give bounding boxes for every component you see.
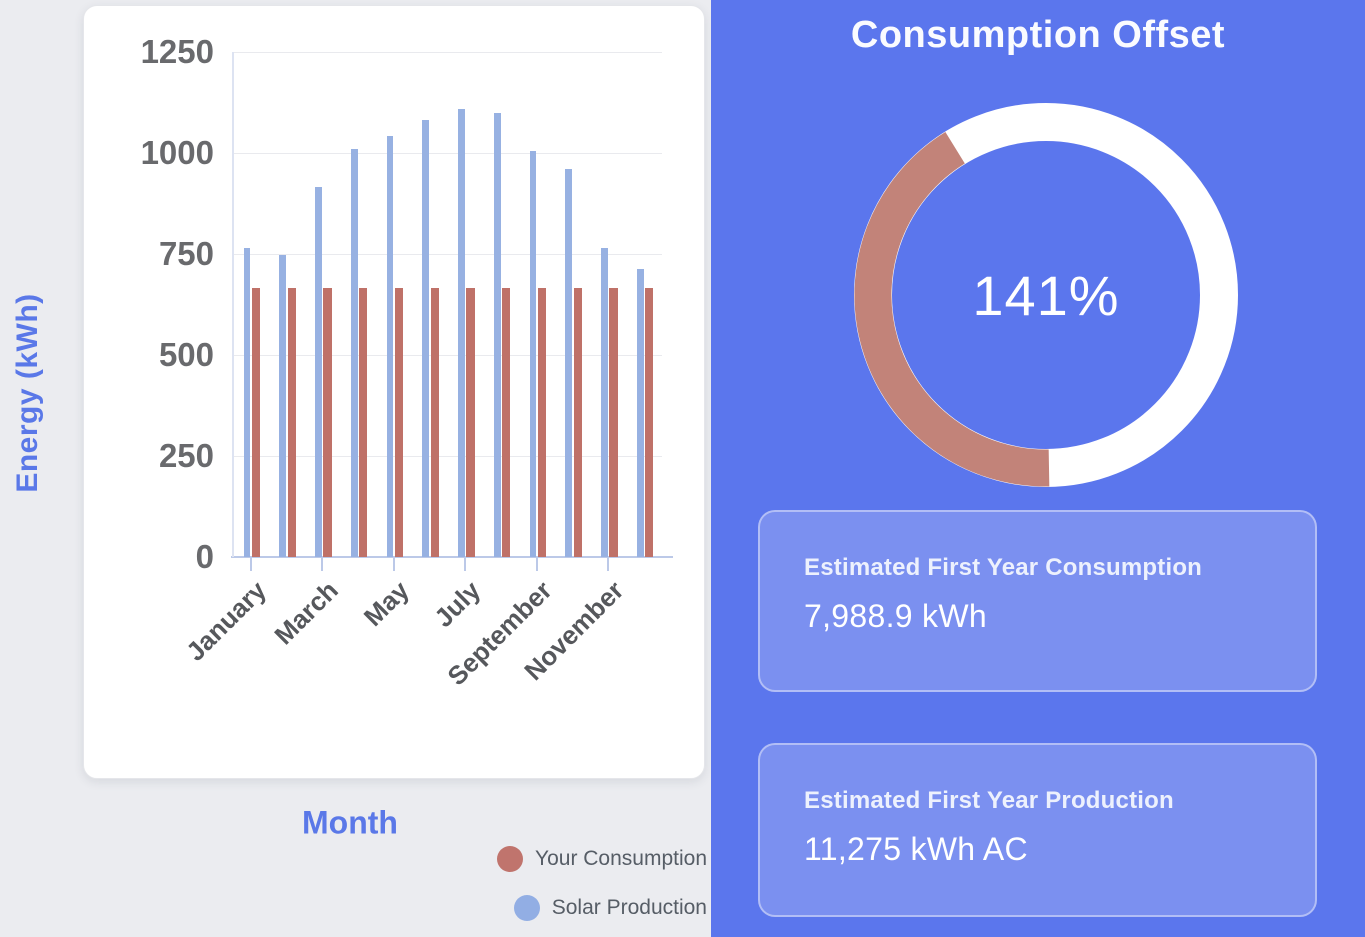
gridline-250 [233,456,662,457]
bar-solar-production-october [565,169,573,557]
y-tick-750: 750 [158,235,214,272]
bar-your-consumption-october [573,288,582,557]
gridline-500 [233,355,662,356]
monthly-energy-chart-card: 0 250 500 750 1000 1250 January March May July Sep… [83,5,705,779]
x-tick-july [464,557,467,571]
x-axis-baseline [231,556,673,558]
bar-solar-production-july [458,109,465,557]
y-tick-1000: 1000 [140,134,214,171]
legend-label: Your Consumption [535,847,707,870]
bar-solar-production-september [529,150,537,557]
bar-solar-production-august [493,113,501,557]
bar-your-consumption-may [394,288,404,557]
production-stat-label: Estimated First Year Production [804,787,1174,814]
bar-solar-production-april [350,148,358,557]
bar-solar-production-november [601,247,608,557]
bar-your-consumption-january [251,288,261,557]
y-axis-line [232,52,234,557]
bar-solar-production-may [386,136,394,557]
legend-label: Solar Production [551,896,707,919]
production-stat-card: Estimated First Year Production 11,275 k… [758,743,1317,917]
bar-solar-production-december [636,268,644,557]
consumption-stat-label: Estimated First Year Consumption [804,554,1203,581]
consumption-stat-value: 7,988.9 kWh [804,598,987,634]
consumption-offset-panel: Consumption Offset 141% Estimated First … [711,0,1365,937]
gridline-1250 [233,52,662,53]
production-stat-value: 11,275 kWh AC [804,831,1028,867]
bar-your-consumption-march [323,288,332,557]
bar-your-consumption-august [502,288,511,557]
bar-your-consumption-february [287,288,296,557]
bar-your-consumption-july [466,288,475,557]
offset-percent-value: 141% [972,263,1120,327]
y-tick-1250: 1250 [140,33,214,70]
x-label-july: July [428,575,487,634]
bar-your-consumption-april [359,288,368,557]
gridline-1000 [233,153,662,154]
consumption-stat-card: Estimated First Year Consumption 7,988.9… [758,510,1317,692]
x-label-may: May [358,575,416,632]
panel-title: Consumption Offset [850,14,1226,56]
bar-your-consumption-november [609,288,618,557]
legend-item-solar-production: Solar Production [513,895,707,921]
bar-solar-production-june [422,119,430,557]
bar-solar-production-march [315,187,322,557]
x-label-march: March [268,575,344,651]
donut-arc [854,132,1050,487]
y-tick-250: 250 [158,437,214,474]
x-label-january: January [180,575,273,667]
x-tick-november [607,557,610,571]
legend-dot-icon [497,846,523,872]
bar-solar-production-january [243,247,251,557]
bar-solar-production-february [279,254,287,557]
x-axis-title: Month [302,804,398,841]
bar-your-consumption-june [430,288,439,557]
x-tick-may [392,557,395,571]
y-tick-500: 500 [158,336,214,373]
legend-item-your-consumption: Your Consumption [497,846,707,872]
donut-svg [854,103,1238,487]
x-tick-january [249,557,252,571]
bar-your-consumption-december [645,288,654,557]
gridline-750 [233,254,662,255]
y-axis-title: Energy (kWh) [11,293,44,493]
x-tick-march [321,557,324,571]
x-tick-september [535,557,538,571]
legend-dot-icon [513,895,540,921]
chart-legend: Your Consumption Solar Production [497,846,707,921]
bar-your-consumption-september [537,288,547,557]
offset-donut-chart: 141% [851,100,1241,490]
plot-area [231,52,673,571]
y-tick-0: 0 [195,538,214,575]
